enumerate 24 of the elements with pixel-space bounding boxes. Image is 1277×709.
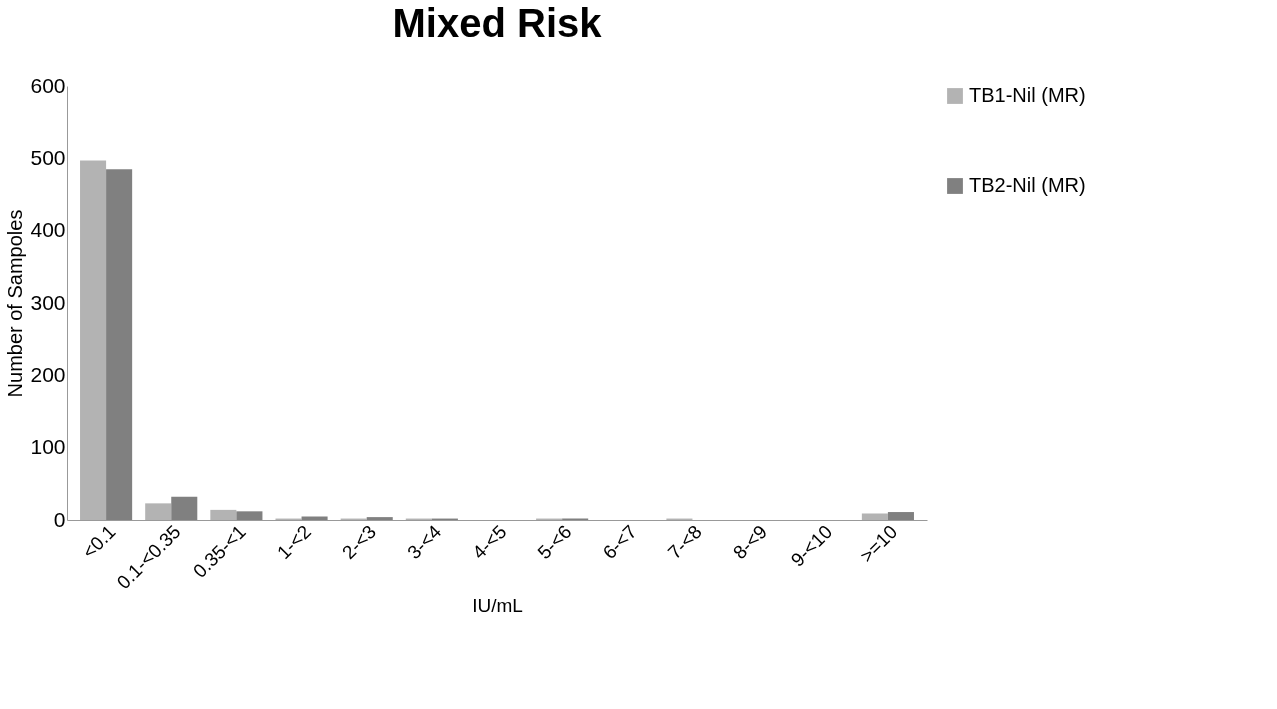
y-tick-label: 600 xyxy=(30,73,66,97)
bar xyxy=(861,513,888,520)
bar xyxy=(301,516,328,520)
bar xyxy=(210,509,237,520)
x-tick-label: <0.1 xyxy=(78,521,120,563)
y-tick-label: 500 xyxy=(30,145,66,169)
legend-label: TB1-Nil (MR) xyxy=(969,84,1086,106)
chart-title: Mixed Risk xyxy=(392,1,603,45)
bar xyxy=(80,160,107,520)
y-tick-label: 0 xyxy=(53,507,66,531)
bar xyxy=(236,511,263,520)
bar xyxy=(171,496,198,520)
bar xyxy=(366,517,393,520)
x-tick-label: 7-<8 xyxy=(663,521,706,564)
y-axis-title: Number of Sampoles xyxy=(4,209,27,398)
x-axis-title: IU/mL xyxy=(472,595,523,617)
bar xyxy=(887,512,914,520)
bar xyxy=(106,169,133,520)
bar xyxy=(145,503,172,520)
y-tick-label: 200 xyxy=(30,362,66,386)
legend-label: TB2-Nil (MR) xyxy=(969,174,1086,196)
y-tick-label: 400 xyxy=(30,218,66,242)
y-tick-label: 300 xyxy=(30,290,66,314)
y-tick-label: 100 xyxy=(30,435,66,459)
